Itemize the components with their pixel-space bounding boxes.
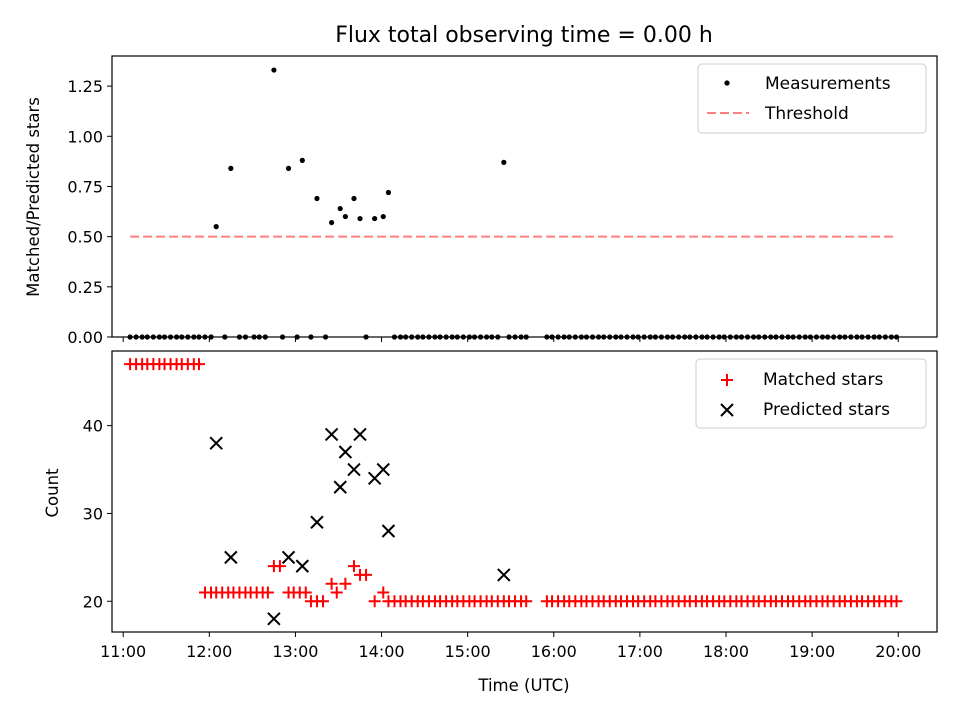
measurement-point <box>385 189 392 196</box>
measurement-point <box>342 213 348 220</box>
predicted-star-point <box>209 436 223 450</box>
bottom-y-tick-label: 20 <box>83 592 103 611</box>
measurement-point <box>299 157 305 163</box>
matched-star-point <box>377 586 390 599</box>
matched-star-point <box>325 577 338 590</box>
predicted-star-point <box>324 427 339 442</box>
bottom-y-tick-label: 40 <box>83 417 103 436</box>
matched-star-point <box>192 358 205 371</box>
bottom-axes-frame <box>111 350 938 633</box>
legend-threshold-label: Threshold <box>764 104 849 124</box>
bottom-panel: 20 30 40 11:00 12:00 13:00 14:00 15:00 16:00 17:… <box>43 350 938 695</box>
predicted-star-point <box>295 559 310 573</box>
matched-star-point <box>368 595 381 608</box>
measurement-point <box>337 205 343 212</box>
x-tick-label: 19:00 <box>789 642 835 661</box>
bottom-x-ticks: 11:00 12:00 13:00 14:00 15:00 16:00 17:00 18:00… <box>100 632 921 661</box>
x-tick-label: 13:00 <box>272 642 318 661</box>
top-axes-frame <box>111 55 938 338</box>
bottom-plot-marks <box>124 358 903 626</box>
predicted-star-point <box>381 524 396 538</box>
matched-star-point <box>330 586 343 599</box>
top-y-tick-label: 0.00 <box>67 328 103 347</box>
x-tick-label: 18:00 <box>703 642 749 661</box>
top-panel: 0.00 0.25 0.50 0.75 1.00 1.25 Matched/Predict… <box>24 55 938 347</box>
measurement-point <box>357 215 363 222</box>
legend-measurements-label: Measurements <box>765 74 891 94</box>
legend-predicted-marker <box>720 403 734 417</box>
x-tick-label: 15:00 <box>445 642 491 661</box>
top-y-tick-label: 0.75 <box>67 177 103 196</box>
measurement-point <box>271 67 277 73</box>
measurement-point <box>380 213 386 220</box>
top-y-ticks: 0.00 0.25 0.50 0.75 1.00 1.25 <box>67 77 112 347</box>
matched-star-point <box>339 577 352 590</box>
top-y-tick-label: 1.25 <box>67 77 103 96</box>
legend-predicted-label: Predicted stars <box>763 400 890 420</box>
measurement-point <box>228 165 234 171</box>
predicted-star-point <box>333 480 347 494</box>
x-tick-label: 16:00 <box>531 642 577 661</box>
predicted-star-point <box>281 550 296 565</box>
x-tick-label: 20:00 <box>875 642 921 661</box>
top-legend-box <box>697 63 927 134</box>
measurement-point <box>213 224 219 230</box>
matched-star-point <box>360 568 373 581</box>
x-tick-label: 11:00 <box>100 642 146 661</box>
top-y-tick-label: 1.00 <box>67 127 103 146</box>
x-tick-label: 12:00 <box>186 642 232 661</box>
top-y-tick-label: 0.25 <box>67 278 103 297</box>
measurement-point <box>372 215 378 222</box>
bottom-y-tick-label: 30 <box>83 504 103 523</box>
x-tick-label: 17:00 <box>617 642 663 661</box>
predicted-star-point <box>353 427 367 442</box>
matched-star-point <box>261 586 274 599</box>
predicted-star-point <box>224 550 238 565</box>
matched-star-point <box>347 560 360 573</box>
measurement-point <box>314 195 320 202</box>
predicted-star-point <box>310 515 324 529</box>
measurement-point <box>501 159 507 165</box>
x-tick-label: 14:00 <box>358 642 404 661</box>
bottom-y-axis-label: Count <box>43 468 62 518</box>
measurement-point <box>285 165 292 171</box>
measurement-point <box>351 195 357 202</box>
predicted-star-point <box>338 445 353 459</box>
predicted-star-point <box>376 462 390 477</box>
matched-star-point <box>890 595 903 608</box>
predicted-star-point <box>347 462 361 477</box>
predicted-star-point <box>497 568 511 582</box>
top-y-axis-label: Matched/Predicted stars <box>24 97 43 297</box>
matched-star-point <box>316 595 329 608</box>
predicted-star-point <box>267 612 281 626</box>
matched-star-point <box>299 586 312 599</box>
bottom-legend-box <box>695 358 927 429</box>
legend-matched-label: Matched stars <box>763 370 883 390</box>
measurement-point <box>328 219 335 226</box>
bottom-legend: Matched stars Predicted stars <box>695 358 927 429</box>
top-legend: Measurements Threshold <box>697 63 927 134</box>
bottom-x-axis-label: Time (UTC) <box>477 676 569 695</box>
bottom-y-ticks: 20 30 40 <box>83 417 112 611</box>
matched-star-point <box>273 560 286 573</box>
matched-star-point <box>520 595 533 608</box>
top-y-tick-label: 0.50 <box>67 228 103 247</box>
chart-title: Flux total observing time = 0.00 h <box>335 23 713 48</box>
legend-measurements-marker <box>724 80 730 86</box>
legend-matched-marker <box>721 374 733 386</box>
